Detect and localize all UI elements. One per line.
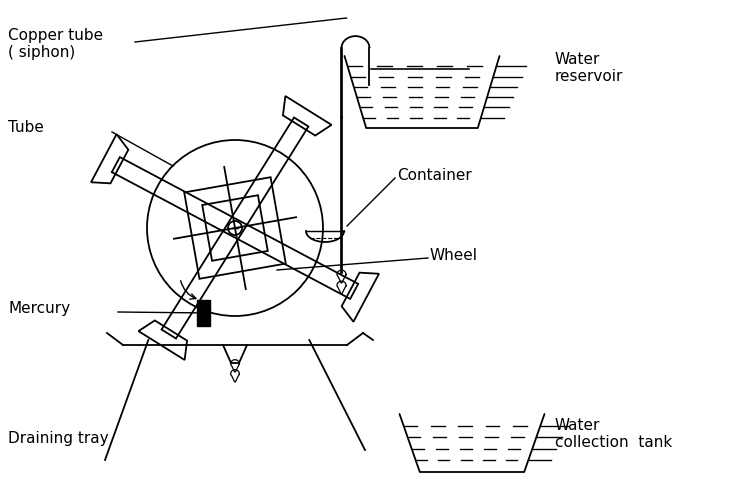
Text: Copper tube
( siphon): Copper tube ( siphon) [8, 28, 103, 60]
Text: Water
reservoir: Water reservoir [555, 52, 624, 84]
Text: Wheel: Wheel [430, 248, 478, 262]
Text: Container: Container [397, 168, 471, 182]
Text: Tube: Tube [8, 120, 44, 136]
Text: Draining tray: Draining tray [8, 430, 108, 446]
Polygon shape [197, 300, 210, 326]
Text: Water
collection  tank: Water collection tank [555, 418, 672, 450]
Text: Mercury: Mercury [8, 300, 70, 316]
